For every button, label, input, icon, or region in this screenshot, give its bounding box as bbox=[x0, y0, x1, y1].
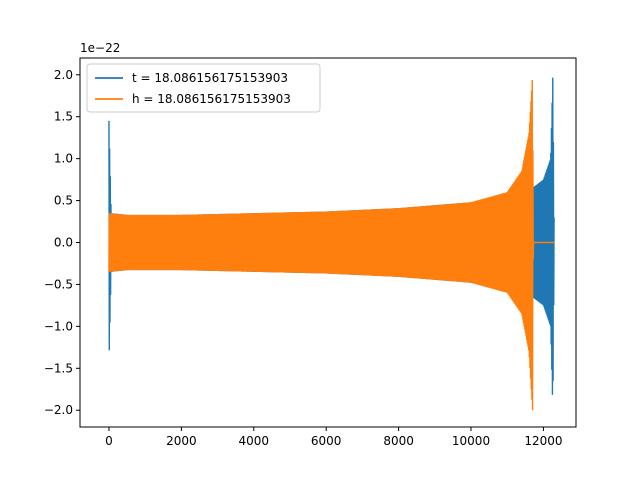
y-tick-label: −1.0 bbox=[44, 319, 73, 333]
x-tick-label: 2000 bbox=[166, 434, 197, 448]
x-tick-label: 10000 bbox=[452, 434, 490, 448]
y-tick-label: −2.0 bbox=[44, 403, 73, 417]
y-offset-label: 1e−22 bbox=[80, 41, 120, 55]
y-tick-label: 1.0 bbox=[54, 152, 73, 166]
y-tick-label: −0.5 bbox=[44, 277, 73, 291]
y-tick-label: 1.5 bbox=[54, 110, 73, 124]
y-tick-label: 0.5 bbox=[54, 194, 73, 208]
y-tick-label: −1.5 bbox=[44, 361, 73, 375]
x-tick-label: 0 bbox=[105, 434, 113, 448]
y-tick-label: 2.0 bbox=[54, 68, 73, 82]
legend-label-2: h = 18.086156175153903 bbox=[132, 92, 291, 106]
y-tick-label: 0.0 bbox=[54, 236, 73, 250]
x-tick-label: 8000 bbox=[383, 434, 414, 448]
series-line-2 bbox=[108, 80, 555, 411]
legend bbox=[86, 63, 321, 113]
x-tick-label: 6000 bbox=[311, 434, 342, 448]
x-tick-label: 4000 bbox=[239, 434, 270, 448]
x-tick-label: 12000 bbox=[524, 434, 562, 448]
legend-label-1: t = 18.086156175153903 bbox=[132, 71, 288, 85]
